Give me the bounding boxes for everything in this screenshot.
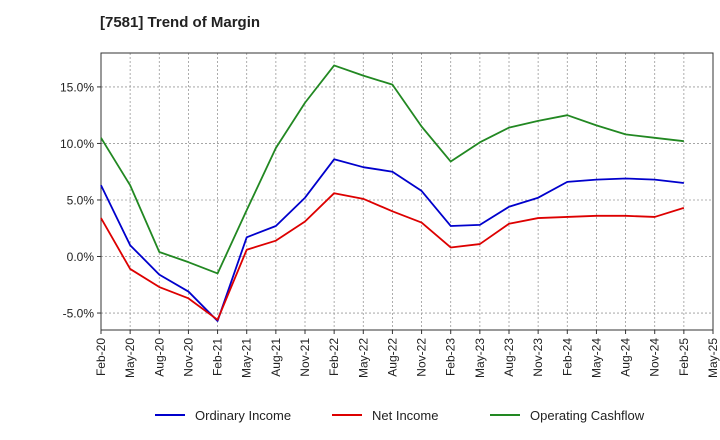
y-tick-label: -5.0% <box>63 307 95 321</box>
x-tick-label: May-23 <box>473 338 487 378</box>
plot-frame <box>100 52 714 331</box>
x-tick-label: Aug-24 <box>619 338 633 377</box>
legend-label: Operating Cashflow <box>530 408 645 423</box>
x-tick-label: May-21 <box>240 338 254 378</box>
y-tick-label: 10.0% <box>60 137 94 151</box>
gridlines <box>100 53 714 330</box>
x-tick-label: Feb-22 <box>327 338 341 376</box>
series-line-ordinary-income <box>100 158 684 322</box>
x-tick-label: Aug-20 <box>152 338 166 377</box>
x-tick-label: Feb-24 <box>560 338 574 376</box>
legend-label: Ordinary Income <box>195 408 291 423</box>
y-tick-label: 0.0% <box>67 250 95 264</box>
x-tick-label: Nov-21 <box>298 338 312 377</box>
x-tick-label: Nov-20 <box>181 338 195 377</box>
x-tick-label: Feb-20 <box>94 338 108 376</box>
x-tick-label: Nov-24 <box>648 338 662 377</box>
legend-label: Net Income <box>372 408 438 423</box>
series-line-net-income <box>100 192 685 321</box>
y-axis: -5.0% 0.0% 5.0% 10.0% 15.0% <box>60 80 101 321</box>
x-tick-label: May-24 <box>589 338 603 378</box>
x-tick-label: Feb-21 <box>211 338 225 376</box>
x-tick-label: Aug-23 <box>502 338 516 377</box>
x-tick-label: May-20 <box>123 338 137 378</box>
chart-title: [7581] Trend of Margin <box>100 14 261 31</box>
legend: Ordinary Income Net Income Operating Cashf… <box>155 408 645 423</box>
series-line-operating-cashflow <box>100 64 684 275</box>
x-tick-label: Feb-23 <box>444 338 458 376</box>
x-tick-label: Feb-25 <box>677 338 691 376</box>
x-tick-label: May-22 <box>356 338 370 378</box>
x-tick-label: Aug-22 <box>385 338 399 377</box>
y-tick-label: 5.0% <box>67 193 95 207</box>
series-lines <box>100 64 685 322</box>
x-tick-label: May-25 <box>706 338 720 378</box>
x-tick-label: Nov-23 <box>531 338 545 377</box>
y-tick-label: 15.0% <box>60 80 94 94</box>
x-tick-label: Aug-21 <box>269 338 283 377</box>
x-tick-label: Nov-22 <box>415 338 429 377</box>
x-axis: Feb-20 May-20 Aug-20 Nov-20 Feb-21 May-21 Aug-… <box>94 330 720 378</box>
